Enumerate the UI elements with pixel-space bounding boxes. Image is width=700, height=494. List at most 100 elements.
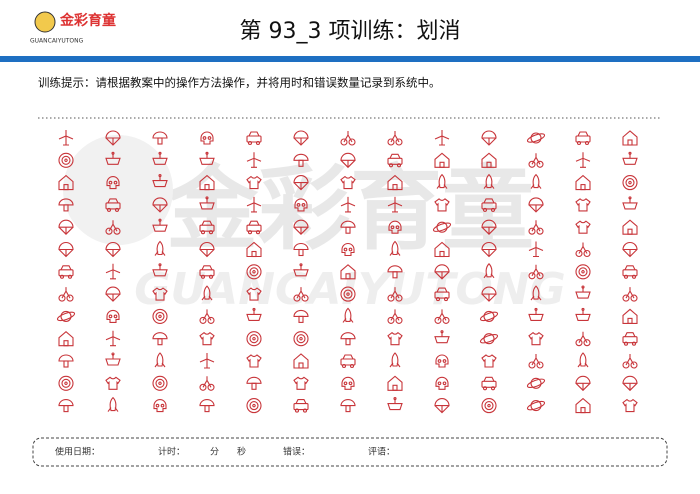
icon	[528, 331, 544, 346]
icon	[199, 220, 215, 235]
icon	[199, 196, 215, 210]
icon	[293, 242, 309, 257]
watermark-sub: GUANCAIYUTONG	[134, 264, 565, 315]
icon	[434, 198, 450, 212]
icon	[105, 352, 121, 366]
icon	[622, 130, 638, 146]
watermark: 金彩育童	[165, 155, 534, 262]
instruction: 训练提示：请根据教案中的操作方法操作，并将用时和错误数量记录到系统中。	[38, 76, 441, 90]
icon	[293, 399, 309, 413]
icon	[58, 399, 74, 413]
icon	[434, 241, 450, 258]
icon	[575, 331, 591, 347]
icon	[530, 285, 542, 301]
icon	[577, 352, 589, 368]
icon	[387, 375, 403, 391]
icon	[387, 174, 403, 191]
icon	[340, 399, 356, 413]
icon	[293, 287, 309, 302]
icon	[530, 173, 542, 189]
icon	[293, 130, 309, 146]
icon	[575, 131, 591, 146]
icon	[246, 398, 262, 414]
icon	[340, 264, 356, 280]
icon	[479, 333, 499, 345]
icon	[152, 218, 168, 232]
icon	[528, 153, 544, 168]
icon	[622, 151, 638, 165]
icon	[526, 400, 546, 412]
icon	[340, 152, 356, 169]
icon	[389, 352, 401, 368]
icon	[152, 308, 168, 324]
icon	[526, 132, 546, 144]
icon	[152, 151, 168, 165]
icon	[481, 398, 497, 414]
icon	[481, 198, 497, 212]
icon	[293, 153, 309, 167]
icon	[434, 309, 450, 324]
icon	[246, 264, 262, 280]
icon	[340, 196, 356, 213]
icon	[293, 376, 309, 390]
icon	[622, 265, 638, 279]
icon	[199, 353, 215, 369]
icon	[387, 331, 403, 346]
icon	[387, 196, 403, 213]
icon	[246, 331, 262, 347]
icon	[528, 197, 544, 213]
icon-grid	[56, 130, 638, 414]
icon	[479, 310, 499, 322]
icon	[342, 307, 354, 323]
icon	[340, 332, 356, 346]
icon	[107, 396, 119, 412]
icon	[434, 152, 450, 168]
icon	[58, 198, 74, 212]
icon	[575, 242, 591, 258]
icon	[246, 307, 262, 321]
icon	[152, 287, 168, 301]
icon	[293, 331, 309, 347]
icon	[622, 196, 638, 210]
icon	[483, 173, 495, 189]
icon	[58, 152, 74, 168]
icon	[105, 130, 121, 146]
icon	[246, 196, 262, 213]
icon	[246, 287, 262, 301]
time-label: 计时：	[158, 446, 185, 458]
icon	[152, 197, 168, 213]
icon	[58, 330, 74, 347]
icon	[199, 265, 215, 279]
icon	[575, 220, 591, 234]
icon	[340, 286, 356, 302]
icon	[481, 241, 497, 258]
icon	[199, 309, 215, 324]
icon	[528, 220, 544, 235]
icon	[246, 131, 262, 146]
icon	[436, 173, 448, 189]
icon	[575, 375, 591, 392]
icon	[481, 286, 497, 302]
icon	[152, 332, 168, 346]
icon	[434, 398, 450, 414]
icon	[56, 310, 76, 322]
icon	[387, 131, 403, 146]
icon	[246, 376, 262, 390]
icon	[199, 376, 215, 391]
title: 第 93_3 项训练：划消	[240, 19, 461, 44]
icon	[528, 241, 544, 258]
icon	[58, 174, 74, 191]
icon	[387, 397, 403, 411]
icon	[528, 354, 544, 369]
icon	[293, 175, 309, 191]
icon	[481, 376, 497, 391]
icon	[434, 264, 450, 280]
icon	[105, 263, 121, 280]
icon	[58, 241, 74, 258]
icon	[199, 174, 215, 191]
icon	[388, 220, 402, 234]
date-label: 使用日期：	[55, 446, 100, 458]
comment-label: 评语：	[368, 447, 395, 458]
footer-box	[32, 437, 668, 467]
